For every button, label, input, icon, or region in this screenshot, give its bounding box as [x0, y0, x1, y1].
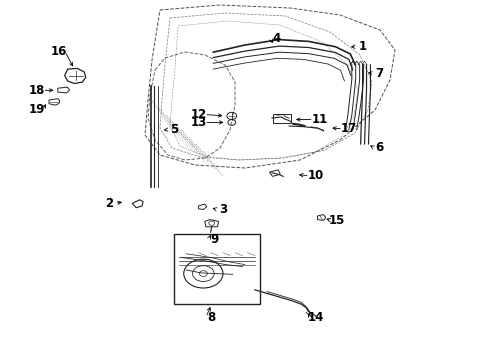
Text: 14: 14 — [308, 311, 324, 324]
Text: 16: 16 — [50, 45, 67, 58]
Text: 8: 8 — [208, 311, 216, 324]
Text: 12: 12 — [190, 108, 207, 121]
Text: 15: 15 — [329, 214, 345, 227]
Bar — [273, 114, 291, 123]
Text: 17: 17 — [341, 122, 357, 135]
Text: 19: 19 — [28, 103, 45, 116]
Text: 18: 18 — [28, 84, 45, 97]
Text: 2: 2 — [105, 197, 113, 210]
Text: 3: 3 — [219, 203, 227, 216]
Text: 9: 9 — [211, 233, 219, 246]
Bar — [174, 234, 260, 304]
Text: 6: 6 — [376, 141, 384, 154]
Text: 10: 10 — [307, 169, 324, 182]
Text: 5: 5 — [170, 123, 178, 136]
Text: 1: 1 — [359, 40, 367, 53]
Text: 13: 13 — [190, 116, 207, 129]
Text: 7: 7 — [376, 67, 384, 80]
Text: 11: 11 — [311, 113, 328, 126]
Text: 4: 4 — [273, 32, 281, 45]
